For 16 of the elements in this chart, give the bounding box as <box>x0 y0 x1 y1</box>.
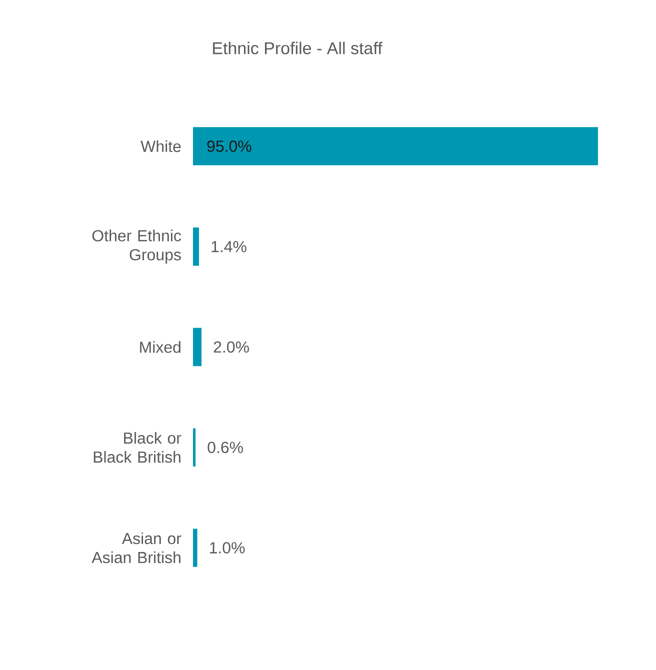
y-tick-label: Other Ethnic Groups <box>92 230 182 264</box>
data-label: 0.6% <box>208 442 243 454</box>
data-label: 95.0% <box>207 140 252 152</box>
bar <box>192 528 198 567</box>
data-label: 2.0% <box>214 341 249 353</box>
y-tick-label: White <box>140 140 181 152</box>
bar <box>192 228 199 266</box>
chart-title: Ethnic Profile - All staff <box>213 42 382 54</box>
y-tick-label: Black or Black British <box>94 432 182 463</box>
bar <box>192 328 202 366</box>
data-label: 1.4% <box>212 241 246 252</box>
data-label: 1.0% <box>210 542 245 554</box>
bar <box>192 428 196 466</box>
y-tick-label: Mixed <box>140 341 180 353</box>
bar <box>192 127 598 166</box>
y-tick-label: Asian or Asian British <box>92 532 182 564</box>
